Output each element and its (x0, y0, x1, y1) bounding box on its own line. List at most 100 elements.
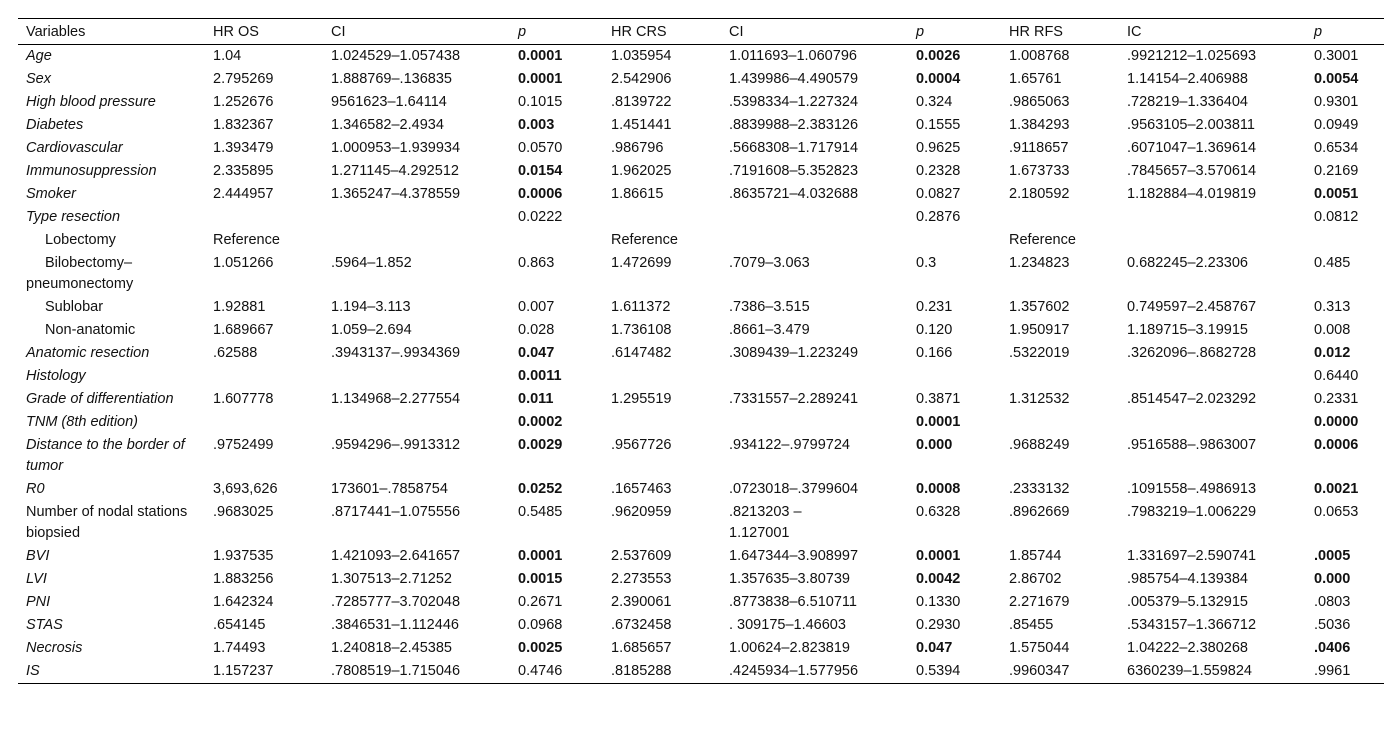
variable-cell: STAS (26, 617, 63, 633)
value-cell: .7983219–1.006229 (1127, 504, 1257, 520)
value-cell (908, 365, 1001, 388)
value-cell: 0.0001 (518, 48, 563, 64)
column-header: IC (1127, 23, 1142, 40)
value-cell: 0.4746 (518, 663, 563, 679)
value-cell: 1.439986–4.490579 (729, 71, 859, 87)
value-cell: .7331557–2.289241 (729, 391, 859, 407)
value-cell: 1.575044 (1009, 640, 1070, 656)
value-cell: 0.0001 (518, 548, 563, 564)
value-cell: 1.312532 (1009, 391, 1070, 407)
value-cell: .9688249 (1009, 437, 1070, 453)
column-header: Variables (26, 23, 86, 40)
value-cell: 0.485 (1314, 255, 1351, 271)
value-cell: 1.357602 (1009, 299, 1070, 315)
table-row: Sublobar 1.92881 1.194–3.113 0.007 1.611372.… (18, 296, 1384, 319)
value-cell: 0.047 (518, 345, 555, 361)
value-cell: 1.888769–.136835 (331, 71, 452, 87)
value-cell: .7386–3.515 (729, 299, 810, 315)
table-row: Bilobectomy–pneumonectomy 1.051266 .5964–1… (18, 252, 1384, 296)
value-cell: 0.3001 (1314, 48, 1359, 64)
value-cell: 0.003 (518, 117, 555, 133)
variable-cell: Sex (26, 71, 51, 87)
value-cell: 1.74493 (213, 640, 266, 656)
value-cell: 0.012 (1314, 345, 1351, 361)
value-cell: 1.357635–3.80739 (729, 571, 850, 587)
value-cell: 1.04222–2.380268 (1127, 640, 1248, 656)
column-header: p (916, 23, 925, 40)
table-row: Grade of differentiation 1.607778 1.134968… (18, 388, 1384, 411)
variable-cell: TNM (8th edition) (26, 414, 139, 430)
value-cell: 1.950917 (1009, 322, 1070, 338)
value-cell: 1.346582–2.4934 (331, 117, 444, 133)
value-cell: 0.0001 (916, 548, 961, 564)
value-cell (510, 229, 603, 252)
variable-cell: R0 (26, 481, 45, 497)
value-cell (1001, 411, 1119, 434)
value-cell (323, 365, 510, 388)
value-cell: 0.0222 (518, 209, 563, 225)
value-cell: .0005 (1314, 548, 1351, 564)
value-cell: 0.6534 (1314, 140, 1359, 156)
value-cell: 0.0006 (1314, 437, 1359, 453)
value-cell: .0723018–.3799604 (729, 481, 859, 497)
value-cell: 0.028 (518, 322, 555, 338)
value-cell (908, 229, 1001, 252)
value-cell: 1.736108 (611, 322, 672, 338)
value-cell: 0.6440 (1314, 368, 1359, 384)
value-cell: 0.0001 (916, 414, 961, 430)
value-cell: 0.749597–2.458767 (1127, 299, 1257, 315)
value-cell: 0.313 (1314, 299, 1351, 315)
column-header: p (1314, 23, 1323, 40)
value-cell: 0.3871 (916, 391, 961, 407)
table-row: Non-anatomic 1.689667 1.059–2.694 0.028 1.73… (18, 319, 1384, 342)
variable-cell: LVI (26, 571, 47, 587)
value-cell: 1.611372 (611, 299, 671, 315)
value-cell: .8185288 (611, 663, 672, 679)
value-cell: 1.189715–3.19915 (1127, 322, 1248, 338)
variable-cell: Distance to the border of tumor (26, 437, 185, 474)
value-cell: 0.0001 (518, 71, 563, 87)
variable-cell: Diabetes (26, 117, 84, 133)
value-cell: .8635721–4.032688 (729, 186, 859, 202)
value-cell (1001, 206, 1119, 229)
value-cell: 2.273553 (611, 571, 672, 587)
value-cell (1119, 365, 1306, 388)
value-cell: 0.2331 (1314, 391, 1359, 407)
value-cell: 0.1330 (916, 594, 961, 610)
value-cell: 1.365247–4.378559 (331, 186, 461, 202)
value-cell: .728219–1.336404 (1127, 94, 1248, 110)
table-row: LVI 1.883256 1.307513–2.71252 0.0015 2.27355… (18, 568, 1384, 591)
value-cell: 0.9625 (916, 140, 961, 156)
value-cell: 1.92881 (213, 299, 266, 315)
value-cell: 0.120 (916, 322, 953, 338)
value-cell: .9752499 (213, 437, 274, 453)
value-cell (603, 365, 721, 388)
value-cell: Reference (1009, 232, 1076, 248)
table-row: Type resection 0.0222 0.2876 0.0812 (18, 206, 1384, 229)
value-cell: 1.85744 (1009, 548, 1062, 564)
variable-cell: Cardiovascular (26, 140, 123, 156)
value-cell: 6360239–1.559824 (1127, 663, 1252, 679)
value-cell: 1.271145–4.292512 (331, 163, 459, 179)
value-cell: 0.0002 (518, 414, 563, 430)
value-cell: .3846531–1.112446 (331, 617, 459, 633)
value-cell: 2.444957 (213, 186, 274, 202)
variable-cell: Age (26, 48, 52, 64)
variable-cell: Smoker (26, 186, 76, 202)
value-cell: 0.0015 (518, 571, 563, 587)
table-header: Variables HR OS CI p HR CRS CI p HR RFS IC p (18, 18, 1384, 45)
value-cell: .8213203 – 1.127001 (729, 504, 802, 541)
value-cell: 2.542906 (611, 71, 672, 87)
value-cell: 173601–.7858754 (331, 481, 448, 497)
variable-cell: BVI (26, 548, 50, 564)
table-body: Age 1.04 1.024529–1.057438 0.0001 1.035954 1.… (18, 45, 1384, 684)
value-cell: .5036 (1314, 617, 1351, 633)
variable-cell: High blood pressure (26, 94, 156, 110)
value-cell (603, 206, 721, 229)
value-cell: .8139722 (611, 94, 672, 110)
value-cell: 2.537609 (611, 548, 672, 564)
value-cell: 2.271679 (1009, 594, 1070, 610)
value-cell (721, 365, 908, 388)
value-cell: 0.5394 (916, 663, 961, 679)
